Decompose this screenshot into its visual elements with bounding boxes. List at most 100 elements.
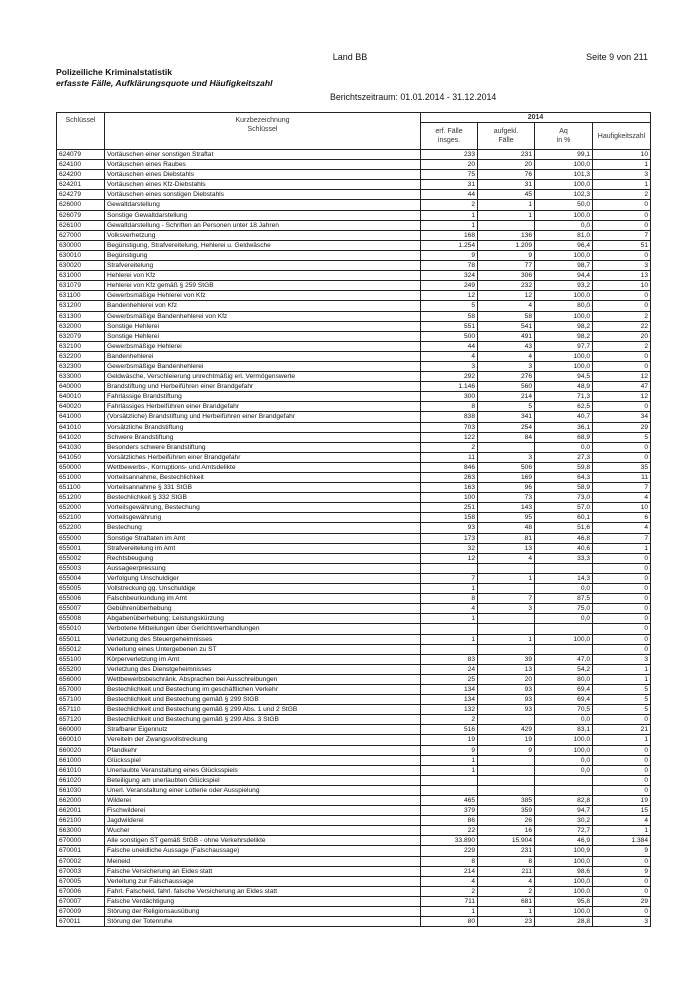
cell-erf: 1 [420, 583, 478, 595]
cell-aq: 100,0 [534, 906, 593, 918]
cell-hz: 3 [591, 916, 652, 928]
cell-aufg: 31 [477, 179, 535, 191]
cell-hz: 0 [591, 885, 652, 897]
cell-aufg: 136 [477, 229, 535, 241]
table-row: 630010 Begünstigung 9 9 100,0 0 [56, 249, 652, 262]
cell-erf: 122 [420, 431, 478, 443]
cell-aq: 100,0 [534, 875, 593, 887]
cell-key: 657100 [56, 694, 105, 706]
cell-aufg: 39 [477, 653, 535, 665]
cell-aq: 71,3 [534, 391, 593, 403]
cell-aufg [477, 583, 535, 595]
table-row: 670009 Störung der Religionsausübung 1 1 100… [56, 906, 652, 918]
cell-aq: 33,3 [534, 552, 593, 564]
cell-aq: 94,5 [534, 371, 593, 383]
cell-aq: 14,3 [534, 572, 593, 585]
cell-erf: 465 [420, 794, 478, 807]
table-row: 662000 Wilderei 465 385 82,8 19 [56, 794, 652, 807]
header-hz: Haufigkeitszahl [591, 122, 652, 150]
cell-hz: 1 [591, 734, 652, 746]
cell-hz: 0 [591, 714, 652, 726]
cell-erf: 24 [420, 663, 478, 675]
table-row: 670002 Meineid 8 8 100,0 0 [56, 855, 652, 867]
cell-key: 651000 [56, 471, 105, 484]
table-row: 641050 Vorsätzliches Herbeiführen einer B… [56, 451, 652, 463]
cell-aufg: 1 [477, 209, 535, 221]
cell-hz: 0 [591, 623, 652, 635]
cell-key: 641030 [56, 441, 105, 453]
cell-key: 630010 [56, 249, 105, 262]
cell-aq: 69,4 [534, 694, 593, 706]
cell-erf: 249 [420, 280, 478, 292]
cell-erf: 158 [420, 512, 478, 524]
cell-erf: 93 [420, 522, 478, 534]
cell-key: 662001 [56, 805, 105, 817]
cell-aufg: 385 [477, 794, 535, 807]
cell-aufg: 1 [477, 633, 535, 645]
table-row: 626100 Gewaltdarstellung - Schriften an P… [56, 219, 652, 231]
cell-label: Bandenhehlerei von Kfz [104, 300, 421, 312]
cell-hz: 7 [591, 229, 652, 241]
cell-hz: 5 [591, 704, 652, 716]
cell-label: Sonstige Hehlerei [104, 330, 421, 342]
cell-hz: 1 [591, 179, 652, 191]
cell-hz: 4 [591, 522, 652, 534]
cell-key: 624100 [56, 159, 105, 171]
cell-hz: 20 [591, 330, 652, 342]
cell-label: Falsche Verdächtigung [104, 895, 421, 908]
table-row: 631000 Hehlerei von Kfz 324 306 94,4 13 [56, 270, 652, 282]
cell-key: 670000 [56, 835, 105, 847]
cell-aq: 100,0 [534, 179, 593, 191]
cell-key: 655006 [56, 593, 105, 605]
cell-key: 661010 [56, 764, 105, 776]
table-row: 655008 Abgabenüberhebung; Leistungskürzun… [56, 613, 652, 625]
cell-label: Strafvereitelung [104, 260, 421, 272]
cell-key: 631200 [56, 300, 105, 312]
cell-aufg: 15.904 [477, 835, 535, 847]
cell-label: Fahrl. Falscheid, fahrl. falsche Versich… [104, 885, 421, 897]
cell-hz: 11 [591, 471, 652, 484]
cell-key: 662000 [56, 794, 105, 807]
cell-erf: 4 [420, 603, 478, 615]
cell-erf [420, 643, 478, 655]
cell-erf: 2 [420, 441, 478, 453]
cell-hz: 5 [591, 683, 652, 696]
cell-erf: 1 [420, 633, 478, 645]
cell-erf: 1 [420, 764, 478, 776]
cell-hz: 0 [591, 300, 652, 312]
cell-key: 632200 [56, 350, 105, 362]
table-row: 641010 Vorsätzliche Brandstiftung 703 254 36… [56, 421, 652, 433]
cell-aq: 0,0 [534, 583, 593, 595]
cell-key: 660000 [56, 724, 105, 736]
table-row: 651100 Vorteilsannahme § 331 StGB 163 96 58,… [56, 482, 652, 494]
cell-key: 624279 [56, 189, 105, 201]
cell-hz: 0 [591, 219, 652, 231]
cell-hz: 12 [591, 391, 652, 403]
cell-aufg: 13 [477, 663, 535, 675]
cell-hz: 1 [591, 159, 652, 171]
cell-hz: 2 [591, 310, 652, 322]
cell-key: 641010 [56, 421, 105, 433]
cell-hz: 5 [591, 431, 652, 443]
cell-key: 655004 [56, 572, 105, 585]
cell-hz: 0 [591, 774, 652, 786]
cell-aq [534, 643, 593, 655]
cell-aq: 100,0 [534, 360, 593, 373]
cell-aq: 98,2 [534, 320, 593, 332]
cell-label: Wilderei [104, 794, 421, 807]
table-row: 655200 Verletzung des Dienstgeheimnisses 2… [56, 663, 652, 675]
cell-aufg: 232 [477, 280, 535, 292]
cell-hz: 35 [591, 461, 652, 474]
cell-aufg: 1 [477, 199, 535, 211]
cell-erf: 9 [420, 249, 478, 262]
table-row: 624079 Vortäuschen einer sonstigen Straft… [56, 148, 652, 161]
cell-key: 655010 [56, 623, 105, 635]
cell-aq: 100,9 [534, 845, 593, 857]
cell-label: Falsche uneidliche Aussage (Falschaussag… [104, 845, 421, 857]
cell-key: 670001 [56, 845, 105, 857]
table-row: 661010 Unerlaubte Veranstaltung eines Glü… [56, 764, 652, 776]
cell-key: 670011 [56, 916, 105, 928]
cell-hz: 0 [591, 855, 652, 867]
cell-aq: 0,0 [534, 441, 593, 453]
cell-erf: 8 [420, 855, 478, 867]
